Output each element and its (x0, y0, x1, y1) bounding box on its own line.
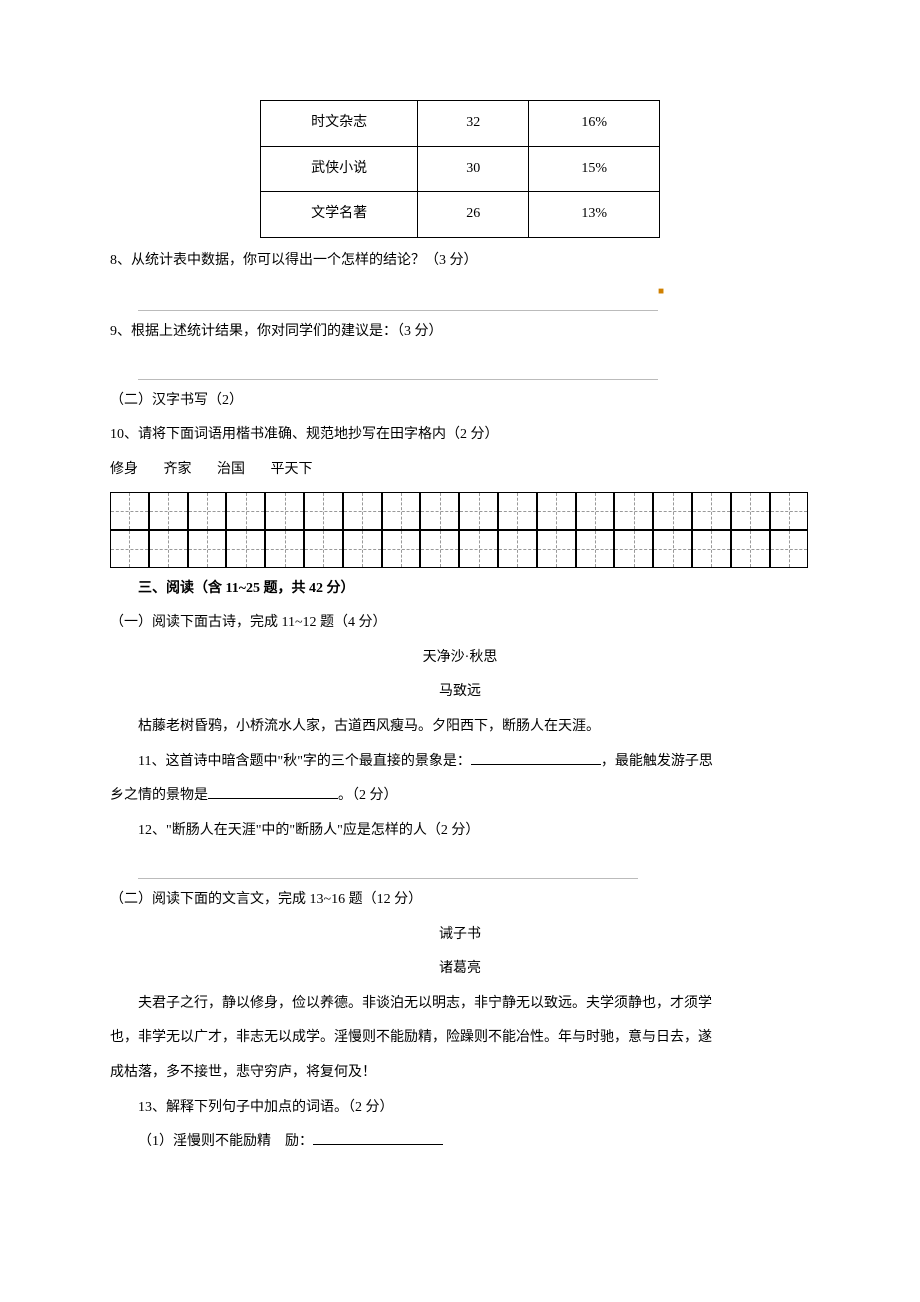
table-row: 文学名著2613% (261, 192, 660, 238)
question-12: 12、"断肠人在天涯"中的"断肠人"应是怎样的人（2 分） (110, 818, 810, 845)
tian-cell[interactable] (498, 530, 537, 568)
tian-cell[interactable] (692, 492, 731, 530)
subsection-2-title: （二）阅读下面的文言文，完成 13~16 题（12 分） (110, 887, 810, 914)
section-2-title: （二）汉字书写（2） (110, 388, 810, 415)
essay-line-3: 成枯落，多不接世，悲守穷庐，将复何及！ (110, 1060, 810, 1087)
tian-cell[interactable] (420, 492, 459, 530)
answer-line-12 (110, 852, 810, 879)
tian-cell[interactable] (226, 492, 265, 530)
table-cell: 26 (418, 192, 529, 238)
tian-cell[interactable] (265, 530, 304, 568)
table-cell: 武侠小说 (261, 146, 418, 192)
blank-underline[interactable] (138, 362, 658, 380)
tian-cell[interactable] (770, 492, 809, 530)
question-11-line2: 乡之情的景物是 。（2 分） (110, 783, 810, 810)
q13-1-text: （1）淫慢则不能励精 (138, 1134, 271, 1149)
q11-seg-a: 11、这首诗中暗含题中"秋"字的三个最直接的景象是： (138, 754, 471, 769)
tian-cell[interactable] (265, 492, 304, 530)
question-13: 13、解释下列句子中加点的词语。（2 分） (110, 1095, 810, 1122)
tian-cell[interactable] (110, 530, 149, 568)
tian-cell[interactable] (498, 492, 537, 530)
q11-seg-b: ，最能触发游子思 (601, 754, 713, 769)
table-row: 武侠小说3015% (261, 146, 660, 192)
tian-cell[interactable] (149, 530, 188, 568)
tian-row (110, 530, 810, 568)
tian-cell[interactable] (653, 530, 692, 568)
blank-underline[interactable] (138, 293, 658, 311)
tian-cell[interactable] (731, 530, 770, 568)
table-row: 时文杂志3216% (261, 101, 660, 147)
tian-cell[interactable] (304, 530, 343, 568)
poem-author: 马致远 (110, 679, 810, 706)
table-cell: 16% (529, 101, 660, 147)
tian-cell[interactable] (420, 530, 459, 568)
question-8: 8、从统计表中数据，你可以得出一个怎样的结论？（3 分） (110, 248, 810, 275)
word-3: 治国 (217, 462, 245, 477)
blank-field[interactable] (313, 1130, 443, 1145)
table-cell: 30 (418, 146, 529, 192)
answer-line-9 (110, 353, 810, 380)
blank-underline[interactable] (138, 861, 638, 879)
section-3-title: 三、阅读（含 11~25 题，共 42 分） (110, 576, 810, 603)
question-11: 11、这首诗中暗含题中"秋"字的三个最直接的景象是： ，最能触发游子思 (110, 749, 810, 776)
tian-cell[interactable] (304, 492, 343, 530)
word-4: 平天下 (271, 462, 313, 477)
tian-cell[interactable] (459, 492, 498, 530)
question-10: 10、请将下面词语用楷书准确、规范地抄写在田字格内（2 分） (110, 422, 810, 449)
word-list: 修身 齐家 治国 平天下 (110, 457, 810, 484)
tian-cell[interactable] (576, 492, 615, 530)
tian-cell[interactable] (382, 492, 421, 530)
tian-cell[interactable] (692, 530, 731, 568)
tian-cell[interactable] (731, 492, 770, 530)
q11-seg-c: 乡之情的景物是 (110, 788, 208, 803)
essay-author: 诸葛亮 (110, 956, 810, 983)
poem-title: 天净沙·秋思 (110, 645, 810, 672)
blank-field[interactable] (471, 750, 601, 765)
tian-cell[interactable] (614, 492, 653, 530)
question-9: 9、根据上述统计结果，你对同学们的建议是：（3 分） (110, 319, 810, 346)
table-cell: 15% (529, 146, 660, 192)
q13-1-label: 励： (285, 1134, 313, 1149)
table-cell: 13% (529, 192, 660, 238)
answer-line-8: ■ (110, 282, 810, 310)
tian-row (110, 492, 810, 530)
table-cell: 文学名著 (261, 192, 418, 238)
tian-cell[interactable] (770, 530, 809, 568)
q11-seg-d: 。（2 分） (338, 788, 398, 803)
question-13-1: （1）淫慢则不能励精 励： (110, 1129, 810, 1156)
table-cell: 32 (418, 101, 529, 147)
document-page: 时文杂志3216%武侠小说3015%文学名著2613% 8、从统计表中数据，你可… (0, 0, 920, 1224)
tian-cell[interactable] (653, 492, 692, 530)
tian-cell[interactable] (614, 530, 653, 568)
tian-cell[interactable] (459, 530, 498, 568)
tian-cell[interactable] (343, 492, 382, 530)
tian-cell[interactable] (149, 492, 188, 530)
word-2: 齐家 (164, 462, 192, 477)
subsection-1-title: （一）阅读下面古诗，完成 11~12 题（4 分） (110, 610, 810, 637)
poem-body: 枯藤老树昏鸦，小桥流水人家，古道西风瘦马。夕阳西下，断肠人在天涯。 (110, 714, 810, 741)
tian-cell[interactable] (343, 530, 382, 568)
tian-cell[interactable] (537, 530, 576, 568)
tian-zi-grid[interactable] (110, 492, 810, 568)
tian-cell[interactable] (382, 530, 421, 568)
tian-cell[interactable] (226, 530, 265, 568)
dot-icon: ■ (658, 286, 664, 297)
essay-line-2: 也，非学无以广才，非志无以成学。淫慢则不能励精，险躁则不能冶性。年与时驰，意与日… (110, 1025, 810, 1052)
blank-field[interactable] (208, 784, 338, 799)
stats-table: 时文杂志3216%武侠小说3015%文学名著2613% (260, 100, 660, 238)
essay-title: 诫子书 (110, 922, 810, 949)
table-cell: 时文杂志 (261, 101, 418, 147)
word-1: 修身 (110, 462, 138, 477)
tian-cell[interactable] (188, 492, 227, 530)
tian-cell[interactable] (188, 530, 227, 568)
tian-cell[interactable] (537, 492, 576, 530)
tian-cell[interactable] (576, 530, 615, 568)
tian-cell[interactable] (110, 492, 149, 530)
essay-line-1: 夫君子之行，静以修身，俭以养德。非谈泊无以明志，非宁静无以致远。夫学须静也，才须… (110, 991, 810, 1018)
